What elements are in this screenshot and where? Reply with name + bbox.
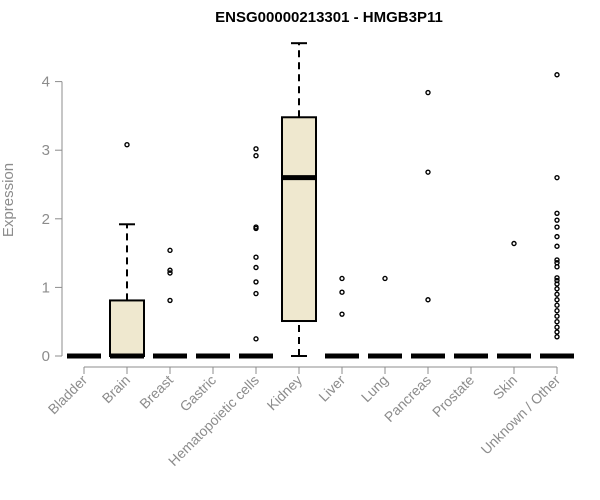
outlier-point bbox=[253, 254, 259, 260]
outlier-point bbox=[167, 270, 173, 276]
x-tick-label: Unknown / Other bbox=[478, 372, 564, 458]
y-tick-label: 3 bbox=[42, 142, 50, 159]
outlier-point bbox=[554, 324, 560, 330]
x-tick-label: Prostate bbox=[429, 372, 477, 420]
x-tick-label: Kidney bbox=[264, 372, 306, 414]
chart-title: ENSG00000213301 - HMGB3P11 bbox=[215, 9, 443, 26]
outlier-point bbox=[554, 302, 560, 308]
iqr-box bbox=[109, 299, 145, 357]
outlier-point bbox=[253, 264, 259, 271]
x-tick-label: Gastric bbox=[176, 372, 219, 415]
outlier-point bbox=[554, 329, 560, 335]
outlier-point bbox=[167, 267, 173, 273]
outlier-point bbox=[554, 291, 560, 297]
x-tick-label: Skin bbox=[490, 372, 521, 403]
outlier-point bbox=[425, 89, 431, 96]
box-series bbox=[67, 42, 574, 359]
x-tick-label: Liver bbox=[315, 372, 348, 405]
outlier-point bbox=[253, 290, 259, 297]
box-pancreas bbox=[411, 89, 445, 359]
outlier-point bbox=[554, 297, 560, 303]
x-tick-label: Pancreas bbox=[381, 372, 434, 425]
x-tick-label: Lung bbox=[358, 372, 391, 405]
outlier-point bbox=[554, 233, 560, 240]
y-tick-label: 1 bbox=[42, 279, 50, 296]
outlier-point bbox=[554, 334, 560, 340]
iqr-box bbox=[281, 116, 317, 323]
outlier-point bbox=[511, 240, 517, 247]
outlier-point bbox=[554, 174, 560, 181]
outlier-point bbox=[382, 275, 388, 282]
outlier-point bbox=[554, 286, 560, 292]
y-tick-label: 0 bbox=[42, 348, 50, 365]
box-liver bbox=[325, 275, 359, 359]
box-hematopoietic-cells bbox=[239, 146, 273, 359]
outlier-point bbox=[554, 319, 560, 325]
outlier-point bbox=[554, 275, 560, 281]
outlier-point bbox=[253, 146, 259, 152]
outlier-point bbox=[554, 281, 560, 287]
y-tick-label: 4 bbox=[42, 74, 50, 91]
box-skin bbox=[497, 240, 531, 359]
x-tick-label: Brain bbox=[99, 372, 133, 406]
box-kidney bbox=[281, 42, 317, 357]
y-tick-label: 2 bbox=[42, 211, 50, 228]
box-unknown-other bbox=[540, 72, 574, 359]
outlier-point bbox=[554, 257, 560, 263]
outlier-point bbox=[554, 217, 560, 223]
outlier-point bbox=[554, 210, 560, 217]
outlier-point bbox=[554, 308, 560, 314]
outlier-point bbox=[339, 289, 345, 295]
outlier-point bbox=[124, 142, 130, 148]
box-breast bbox=[153, 247, 187, 359]
outlier-point bbox=[554, 72, 560, 78]
outlier-point bbox=[253, 336, 259, 342]
outlier-point bbox=[253, 225, 259, 232]
outlier-point bbox=[425, 169, 431, 175]
outlier-point bbox=[554, 264, 560, 270]
outlier-point bbox=[253, 279, 259, 285]
box-lung bbox=[368, 275, 402, 359]
y-axis-label: Expression bbox=[0, 163, 17, 237]
outlier-point bbox=[339, 311, 345, 317]
outlier-point bbox=[554, 224, 560, 230]
outlier-point bbox=[554, 243, 560, 249]
outlier-point bbox=[554, 260, 560, 266]
y-axis: 0 1 2 3 4 bbox=[42, 74, 63, 365]
x-tick-label: Breast bbox=[136, 372, 176, 412]
outlier-point bbox=[425, 297, 431, 303]
x-tick-label: Bladder bbox=[45, 372, 91, 418]
outlier-point bbox=[253, 152, 259, 159]
outlier-point bbox=[554, 313, 560, 319]
outlier-point bbox=[339, 275, 345, 282]
outlier-point bbox=[167, 247, 173, 254]
outlier-point bbox=[167, 297, 173, 304]
box-brain bbox=[109, 142, 145, 359]
